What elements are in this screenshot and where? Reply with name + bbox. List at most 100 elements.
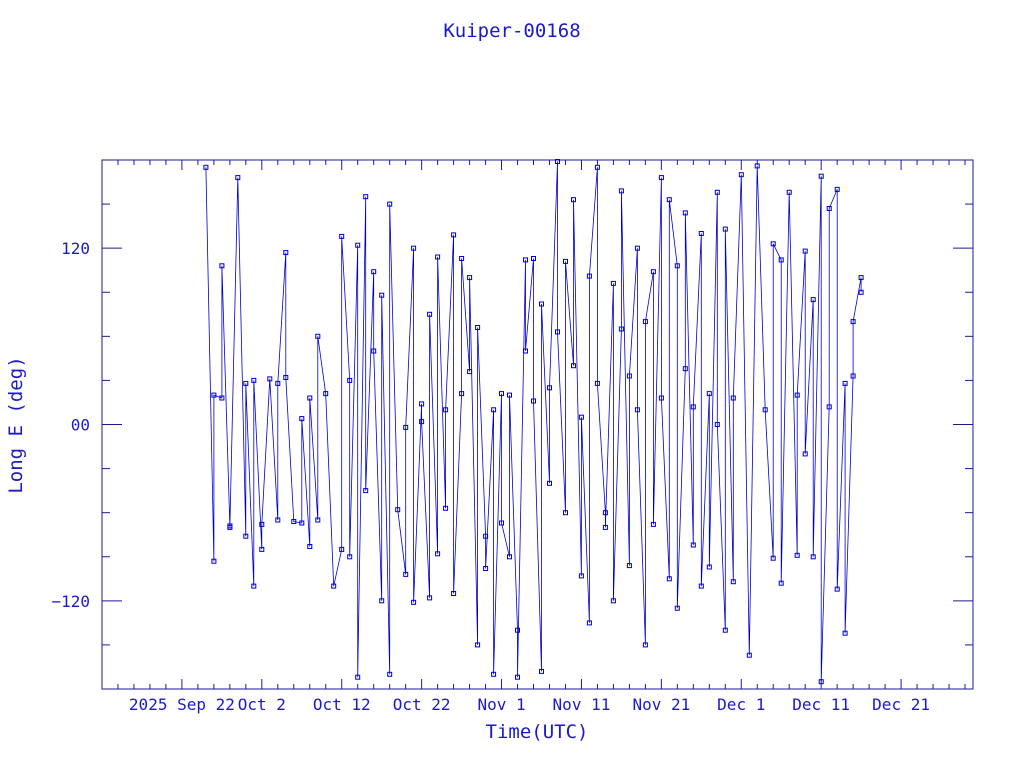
- data-point: [347, 377, 353, 383]
- data-point: [571, 363, 576, 369]
- data-point: [531, 398, 536, 404]
- data-point: [371, 348, 377, 354]
- data-point: [419, 419, 425, 425]
- data-point: [283, 375, 289, 380]
- data-point: [515, 627, 520, 633]
- data-point: [618, 188, 624, 194]
- data-point: [754, 163, 760, 169]
- data-point: [475, 325, 481, 330]
- data-point: [499, 520, 504, 526]
- data-point: [291, 519, 297, 524]
- data-point: [363, 488, 369, 494]
- data-point: [355, 674, 361, 680]
- data-point: [714, 422, 720, 427]
- data-point: [850, 373, 856, 379]
- data-point: [858, 275, 864, 281]
- data-point: [666, 197, 672, 203]
- data-point: [515, 674, 520, 680]
- data-point: [802, 248, 808, 254]
- data-point: [395, 507, 401, 513]
- data-point: [818, 173, 824, 179]
- data-point: [467, 369, 473, 375]
- data-point: [658, 395, 664, 401]
- data-point: [379, 598, 385, 604]
- data-point: [379, 292, 385, 298]
- data-point: [794, 392, 800, 398]
- data-point: [403, 424, 409, 430]
- data-point: [283, 250, 289, 256]
- data-point: [555, 329, 560, 335]
- data-point: [507, 554, 512, 560]
- x-tick-label: Nov 21: [632, 695, 690, 714]
- data-point: [507, 392, 512, 398]
- data-point: [730, 395, 736, 401]
- series-line: [205, 161, 862, 682]
- x-axis-label: Time(UTC): [486, 721, 589, 743]
- plot-frame: [101, 159, 974, 690]
- data-point: [371, 269, 377, 275]
- y-tick-label: 00: [71, 416, 90, 435]
- data-point: [427, 311, 433, 317]
- series-points: [203, 159, 864, 685]
- data-point: [211, 558, 217, 564]
- data-point: [746, 652, 752, 658]
- data-point: [842, 630, 848, 636]
- data-point: [658, 175, 664, 181]
- data-point: [770, 241, 776, 247]
- data-point: [770, 555, 776, 561]
- data-point: [722, 226, 728, 232]
- x-tick-label: Dec 1: [717, 695, 765, 714]
- data-point: [539, 301, 544, 307]
- data-point: [227, 523, 233, 529]
- data-point: [419, 401, 425, 407]
- data-point: [443, 407, 449, 413]
- data-point: [547, 385, 552, 391]
- data-point: [387, 671, 393, 677]
- data-point: [690, 542, 696, 548]
- data-point: [491, 407, 497, 413]
- data-point: [826, 404, 832, 410]
- chart-title: Kuiper-00168: [443, 20, 580, 42]
- data-point: [307, 544, 313, 549]
- data-point: [738, 172, 744, 178]
- data-point: [810, 554, 816, 560]
- data-point: [451, 591, 457, 596]
- data-point: [762, 407, 768, 413]
- data-point: [299, 416, 305, 422]
- data-point: [267, 376, 273, 382]
- data-point: [323, 391, 329, 397]
- data-point: [243, 380, 249, 386]
- data-point: [690, 404, 696, 410]
- data-point: [451, 232, 457, 238]
- data-point: [586, 620, 592, 626]
- y-tick-label: −120: [51, 592, 90, 611]
- data-point: [315, 517, 321, 523]
- data-point: [331, 583, 337, 589]
- data-point: [203, 164, 209, 170]
- data-point: [722, 627, 728, 633]
- data-point: [834, 586, 840, 592]
- data-point: [459, 391, 465, 397]
- data-point: [778, 580, 784, 586]
- data-point: [810, 297, 816, 303]
- data-point: [642, 642, 648, 648]
- data-point: [594, 380, 600, 386]
- data-point: [634, 245, 640, 251]
- data-point: [259, 521, 265, 527]
- data-point: [778, 257, 784, 263]
- data-point: [602, 524, 608, 530]
- y-tick-labels: −120 00 120: [51, 239, 90, 611]
- data-point: [235, 175, 241, 181]
- data-point: [435, 551, 441, 557]
- data-point: [642, 319, 648, 325]
- x-tick-label: Dec 21: [872, 695, 930, 714]
- data-point: [347, 554, 353, 560]
- y-tick-label: 120: [61, 239, 90, 258]
- data-point: [355, 242, 361, 248]
- data-point: [682, 366, 688, 372]
- data-point: [219, 395, 225, 401]
- data-point: [243, 533, 249, 539]
- data-point: [682, 210, 688, 216]
- data-point: [650, 521, 656, 527]
